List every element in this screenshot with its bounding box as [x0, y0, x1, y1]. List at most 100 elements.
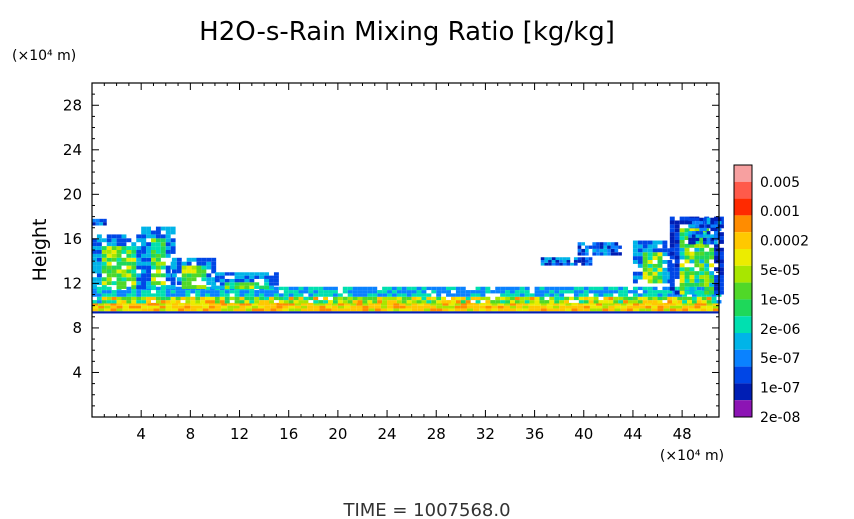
heatmap-cell	[357, 290, 363, 294]
heatmap-cell	[401, 293, 407, 297]
heatmap-cell	[694, 308, 701, 312]
heatmap-cell	[565, 308, 572, 312]
heatmap-cell	[298, 300, 304, 304]
heatmap-cell	[549, 286, 555, 291]
heatmap-cell	[96, 281, 102, 286]
heatmap-cell	[588, 296, 594, 301]
heatmap-cell	[714, 237, 718, 242]
heatmap-cell	[577, 245, 582, 249]
heatmap-cell	[259, 285, 265, 289]
heatmap-cell	[662, 293, 668, 297]
x-tick-label: 24	[378, 425, 397, 443]
heatmap-cell	[411, 300, 417, 304]
heatmap-cell	[706, 221, 711, 225]
heatmap-cell	[709, 278, 715, 283]
heatmap-cell	[695, 237, 700, 242]
heatmap-cell	[516, 302, 523, 306]
heatmap-cell	[318, 290, 324, 294]
heatmap-cell	[682, 293, 688, 297]
heatmap-cell	[337, 300, 343, 304]
heatmap-cell	[639, 302, 646, 306]
heatmap-cell	[106, 273, 112, 278]
heatmap-cell	[210, 293, 215, 297]
heatmap-cell	[175, 290, 181, 294]
heatmap-cell	[136, 285, 142, 289]
heatmap-cell	[234, 296, 240, 301]
heatmap-cell	[357, 296, 363, 301]
heatmap-cell	[701, 296, 707, 301]
heatmap-cell	[684, 267, 690, 272]
heatmap-cell	[331, 305, 338, 309]
heatmap-cell	[711, 296, 717, 301]
heatmap-cell	[679, 228, 685, 233]
heatmap-cell	[146, 290, 152, 294]
heatmap-cell	[171, 257, 177, 262]
heatmap-cell	[176, 257, 182, 262]
heatmap-cell	[503, 308, 510, 312]
heatmap-cell	[165, 277, 171, 282]
colorbar-frame	[733, 164, 753, 418]
heatmap-cell	[323, 296, 329, 301]
heatmap-cell	[135, 305, 142, 309]
heatmap-cell	[710, 237, 715, 242]
heatmap-cell	[153, 305, 160, 309]
heatmap-cell	[126, 253, 132, 258]
heatmap-cell	[588, 300, 594, 304]
heatmap-cell	[473, 308, 480, 312]
heatmap-cell	[196, 269, 202, 274]
heatmap-cell	[159, 308, 166, 312]
heatmap-cell	[393, 302, 400, 306]
heatmap-cell	[674, 259, 680, 264]
heatmap-cell	[637, 260, 643, 264]
heatmap-cell	[387, 290, 392, 294]
heatmap-cell	[282, 302, 289, 306]
heatmap-cell	[367, 296, 373, 301]
heatmap-cell	[479, 302, 486, 306]
heatmap-cell	[667, 260, 673, 264]
heatmap-cell	[111, 238, 117, 243]
heatmap-cell	[377, 296, 383, 301]
heatmap-cell	[196, 261, 202, 266]
heatmap-cell	[165, 300, 171, 304]
heatmap-cell	[239, 293, 245, 297]
heatmap-cell	[155, 261, 161, 266]
heatmap-cell	[116, 290, 122, 294]
heatmap-cell	[165, 246, 171, 250]
heatmap-cell	[465, 290, 471, 294]
heatmap-cell	[688, 217, 692, 222]
heatmap-cell	[564, 300, 570, 304]
heatmap-cell	[647, 244, 653, 249]
heatmap-cell	[632, 305, 640, 309]
heatmap-cell	[436, 302, 443, 306]
heatmap-cell	[239, 275, 245, 279]
heatmap-cell	[699, 251, 705, 256]
heatmap-cell	[245, 302, 252, 306]
heatmap-cell	[180, 296, 186, 301]
heatmap-cell	[227, 308, 234, 312]
heatmap-cell	[669, 275, 675, 279]
heatmap-cell	[160, 246, 166, 250]
heatmap-cell	[559, 262, 563, 266]
heatmap-cell	[293, 296, 299, 301]
heatmap-cell	[96, 242, 102, 247]
heatmap-cell	[293, 300, 299, 304]
heatmap-cell	[122, 308, 129, 312]
heatmap-cell	[679, 286, 685, 291]
heatmap-cell	[436, 293, 442, 297]
heatmap-cell	[608, 286, 614, 291]
heatmap-cell	[706, 293, 712, 297]
heatmap-cell	[332, 293, 338, 297]
heatmap-cell	[219, 282, 225, 286]
heatmap-cell	[694, 302, 701, 306]
heatmap-cell	[273, 296, 279, 301]
heatmap-cell	[270, 302, 277, 306]
heatmap-cell	[540, 308, 547, 312]
heatmap-cell	[491, 305, 498, 309]
heatmap-cell	[647, 256, 653, 261]
heatmap-cell	[416, 290, 422, 294]
heatmap-cell	[214, 293, 220, 297]
heatmap-cell	[406, 300, 412, 304]
heatmap-cell	[155, 273, 161, 278]
heatmap-cell	[155, 290, 161, 294]
heatmap-cell	[682, 300, 688, 304]
